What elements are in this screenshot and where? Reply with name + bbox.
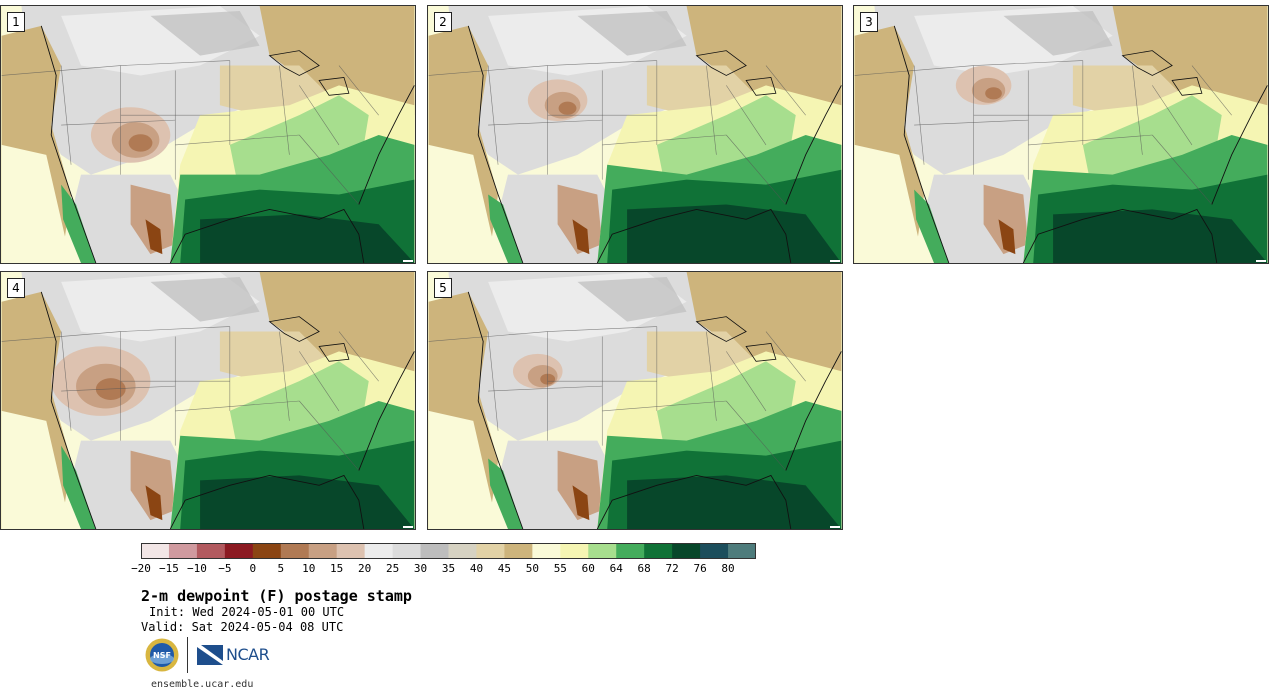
panel-number: 2 bbox=[434, 12, 452, 32]
colorbar-tick-label: 0 bbox=[249, 562, 257, 575]
colorbar-tick-label: 45 bbox=[497, 562, 512, 575]
colorbar-tick-label: −5 bbox=[218, 562, 232, 575]
dewpoint-map bbox=[854, 6, 1268, 263]
colorbar-swatch bbox=[336, 543, 366, 559]
colorbar-tick-label: 15 bbox=[330, 562, 344, 575]
colorbar-tick-label: 30 bbox=[413, 562, 428, 575]
nsf-logo-icon: NSF bbox=[145, 638, 179, 672]
init-time: Init: Wed 2024-05-01 00 UTC bbox=[149, 605, 345, 619]
panel-number: 5 bbox=[434, 278, 452, 298]
colorbar-tick-label: 50 bbox=[525, 562, 539, 575]
colorbar-swatch bbox=[504, 543, 533, 559]
colorbar-swatch bbox=[672, 543, 701, 559]
colorbar-tick-label: 55 bbox=[553, 562, 567, 575]
colorbar-swatch bbox=[224, 543, 254, 559]
colorbar-swatch bbox=[420, 543, 449, 559]
site-url: ensemble.ucar.edu bbox=[151, 679, 254, 690]
colorbar-tick-label: 25 bbox=[385, 562, 400, 575]
colorbar-swatch bbox=[196, 543, 226, 559]
colorbar-swatch bbox=[252, 543, 282, 559]
colorbar-swatch bbox=[392, 543, 422, 559]
colorbar-swatch bbox=[364, 543, 394, 559]
panel-number: 3 bbox=[860, 12, 878, 32]
ncar-logo-text: NCAR bbox=[226, 645, 270, 664]
colorbar-tick-label: 76 bbox=[693, 562, 707, 575]
colorbar-swatch bbox=[308, 543, 338, 559]
colorbar-swatch bbox=[141, 543, 170, 559]
colorbar-tick-label: 72 bbox=[665, 562, 679, 575]
dewpoint-map bbox=[1, 6, 415, 263]
colorbar-swatch bbox=[476, 543, 505, 559]
colorbar bbox=[141, 543, 756, 559]
panel-number: 4 bbox=[7, 278, 25, 298]
plot-title: 2-m dewpoint (F) postage stamp bbox=[141, 587, 412, 605]
colorbar-tick-label: 60 bbox=[581, 562, 595, 575]
colorbar-swatch bbox=[532, 543, 561, 559]
colorbar-swatch bbox=[728, 543, 756, 559]
dewpoint-map bbox=[428, 6, 842, 263]
colorbar-swatch bbox=[644, 543, 673, 559]
dewpoint-map bbox=[428, 272, 842, 529]
ncar-mark-icon bbox=[197, 645, 223, 665]
dewpoint-map bbox=[1, 272, 415, 529]
colorbar-tick-label: −20 bbox=[131, 562, 151, 575]
colorbar-tick-label: 40 bbox=[469, 562, 484, 575]
colorbar-tick-label: 64 bbox=[609, 562, 623, 575]
colorbar-swatch bbox=[448, 543, 477, 559]
colorbar-tick-label: 68 bbox=[637, 562, 651, 575]
colorbar-tick-label: 5 bbox=[277, 562, 285, 575]
colorbar-swatch bbox=[700, 543, 729, 559]
colorbar-tick-label: −15 bbox=[159, 562, 179, 575]
colorbar-tick-label: 10 bbox=[302, 562, 316, 575]
colorbar-swatch bbox=[168, 543, 198, 559]
logos: NSF NCAR bbox=[143, 637, 283, 677]
colorbar-tick-label: 35 bbox=[441, 562, 456, 575]
colorbar-swatch bbox=[616, 543, 645, 559]
panel-number: 1 bbox=[7, 12, 25, 32]
map-panel-2: 2 bbox=[427, 5, 843, 264]
svg-text:NSF: NSF bbox=[153, 651, 171, 660]
map-panel-4: 4 bbox=[0, 271, 416, 530]
colorbar-tick-label: 20 bbox=[358, 562, 372, 575]
valid-time: Valid: Sat 2024-05-04 08 UTC bbox=[141, 620, 344, 634]
map-panel-5: 5 bbox=[427, 271, 843, 530]
colorbar-tick-label: 80 bbox=[721, 562, 735, 575]
map-panel-1: 1 bbox=[0, 5, 416, 264]
colorbar-swatch bbox=[588, 543, 617, 559]
colorbar-tick-label: −10 bbox=[186, 562, 207, 575]
map-panel-3: 3 bbox=[853, 5, 1269, 264]
colorbar-swatch bbox=[280, 543, 310, 559]
colorbar-swatch bbox=[560, 543, 589, 559]
colorbar-labels: −20 −15 −10 −5 0 5 10 15 20 25 30 35 40 45 50 55 60 64 68 7… bbox=[0, 562, 800, 576]
